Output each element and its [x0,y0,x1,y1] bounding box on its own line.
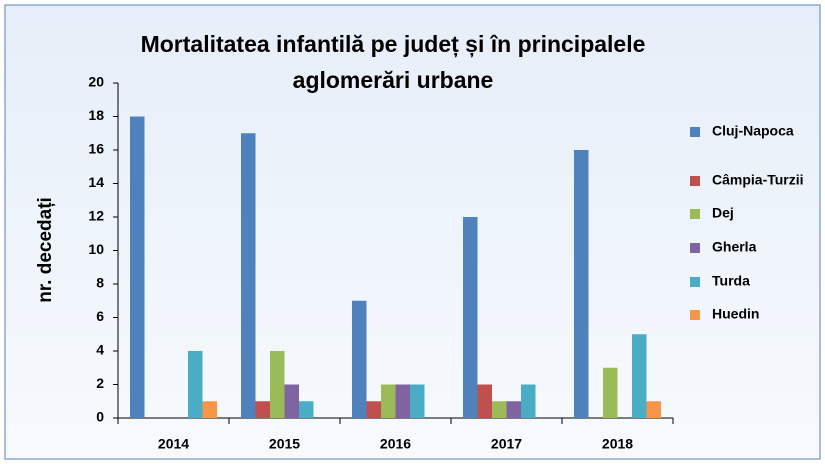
legend-swatch [690,127,700,137]
bar [202,401,217,418]
legend-swatch [690,176,700,186]
y-tick-label: 10 [88,241,104,257]
chart-title: Mortalitatea infantilă pe județ și în pr… [141,31,646,58]
legend-label: Câmpia-Turzii [712,172,804,188]
legend-swatch [690,310,700,320]
y-tick-label: 2 [96,375,104,391]
bar [381,384,396,418]
y-axis-label: nr. decedați [35,197,56,303]
bar [130,116,145,418]
bar [270,351,285,418]
bar [574,150,589,418]
bar [188,351,203,418]
legend-label: Huedin [712,306,759,322]
x-tick-label: 2018 [602,436,633,452]
x-tick-label: 2017 [491,436,522,452]
bar [366,401,381,418]
bar [632,334,647,418]
y-tick-label: 6 [96,308,104,324]
y-tick-label: 14 [88,174,104,190]
legend-label: Turda [712,273,750,289]
bar [646,401,661,418]
legend-label: Cluj-Napoca [712,123,794,139]
legend-label: Dej [712,205,734,221]
bar [521,384,536,418]
bar [241,133,256,418]
x-tick-label: 2015 [269,436,300,452]
bar [477,384,492,418]
bar [284,384,299,418]
legend-label: Gherla [712,239,757,255]
bar [492,401,507,418]
x-tick-label: 2014 [158,436,189,452]
chart-title: aglomerări urbane [293,67,494,93]
legend-swatch [690,277,700,287]
y-tick-label: 8 [96,275,104,291]
bar [463,217,478,418]
legend-swatch [690,243,700,253]
bar [603,367,618,418]
y-tick-label: 4 [96,342,104,358]
bar [255,401,270,418]
bar [299,401,314,418]
legend-swatch [690,209,700,219]
bar [352,300,367,418]
bar [395,384,410,418]
y-tick-label: 12 [88,208,104,224]
y-tick-label: 16 [88,141,104,157]
bar [506,401,521,418]
x-tick-label: 2016 [380,436,411,452]
bar [410,384,425,418]
y-tick-label: 0 [96,409,104,425]
y-tick-label: 20 [88,74,104,90]
y-tick-label: 18 [88,107,104,123]
